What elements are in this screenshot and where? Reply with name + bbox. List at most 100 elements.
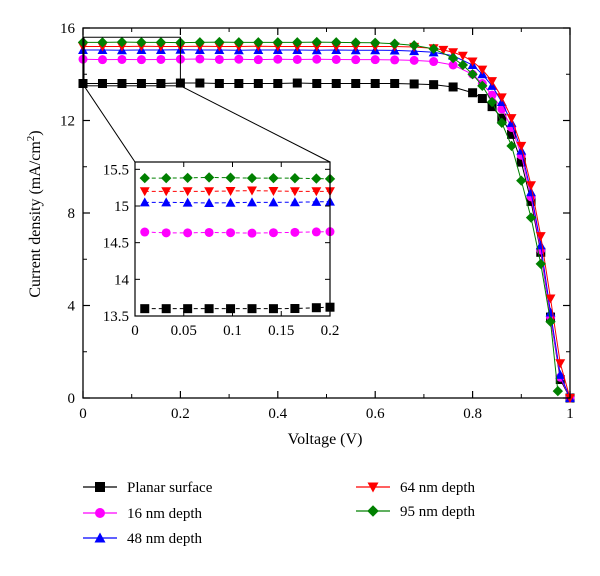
legend-entry-1: Planar surface [83,480,213,496]
data-point [312,54,322,64]
inset-data-point [225,197,236,207]
inset-data-point [311,227,321,237]
inset-x-tick-label: 0.15 [268,323,294,339]
inset-data-point [268,186,279,196]
data-point [136,55,146,65]
data-point [467,69,478,80]
data-point [477,80,488,91]
data-point [97,79,107,88]
data-point [116,36,128,48]
y-axis-label: Current density (mA/cm2) [25,130,44,297]
x-tick-label: 0 [79,406,87,422]
legend-marker [367,505,379,517]
zoom-connector-right [180,85,331,163]
x-tick-label: 0.2 [171,406,190,422]
data-point [516,157,526,167]
data-point [516,175,527,186]
data-point [525,212,537,223]
data-point [448,60,458,70]
inset-data-point [289,187,300,197]
inset-data-point [204,198,215,208]
zoom-connector-left [83,85,136,163]
inset-data-point [161,172,172,184]
x-tick-label: 0.6 [366,406,385,422]
data-point [506,114,517,124]
x-tick-label: 0.4 [268,406,287,422]
data-point [214,36,225,48]
inset-x-tick-label: 0.2 [321,323,340,339]
data-point [390,55,400,65]
data-point [535,240,546,250]
legend: Planar surface 16 nm depth 48 nm depth 64 n… [83,480,475,547]
inset-data-point [139,172,150,184]
legend-label: 64 nm depth [400,480,475,496]
inset-data-point [247,228,257,238]
data-point [234,54,244,64]
inset-data-point [183,228,193,238]
inset-data-point [225,172,236,183]
data-point [331,54,341,64]
data-point [535,258,546,270]
data-point [331,79,341,88]
data-point [457,59,469,71]
y-tick-label: 16 [60,21,76,37]
inset-background [135,162,330,316]
data-point [292,54,302,64]
inset-y-tick-label: 14.5 [103,236,129,252]
inset-data-point [247,186,257,196]
data-point [350,37,361,48]
inset-data-point [226,228,236,238]
data-point [273,54,283,64]
y-tick-label: 0 [68,391,76,407]
data-point [468,88,478,98]
inset-data-point [311,196,322,206]
inset-data-point [204,187,215,197]
data-point [408,40,420,51]
data-point [117,79,127,88]
data-point [253,79,263,88]
inset-data-point [182,187,193,197]
inset-data-point [268,228,278,238]
data-point [506,140,517,152]
inset-data-point [268,197,279,207]
data-point [253,37,264,48]
inset-data-point [161,197,172,207]
zoom-region-box [83,36,181,87]
inset-data-point [139,187,150,197]
data-point [253,55,263,65]
data-point [117,54,127,64]
x-axis-label: Voltage (V) [288,431,363,448]
data-point [526,187,536,197]
data-point [370,37,381,48]
data-point [214,54,224,64]
data-point [389,38,400,49]
data-point [496,117,507,128]
data-point [535,232,546,242]
data-point [136,37,147,48]
inset-data-point [161,228,171,238]
inset-data-point [140,304,150,314]
legend-label: 95 nm depth [400,504,475,520]
data-point [370,79,380,88]
data-point [195,78,205,88]
inset-data-point [247,197,257,207]
data-point [545,294,556,304]
inset-x-tick-label: 0 [131,323,139,339]
data-point [331,37,342,48]
data-point [457,51,468,61]
legend-entry-3: 48 nm depth [83,531,202,547]
y-axis-label-superscript: 2 [25,136,37,142]
inset-series-4 [139,186,335,197]
data-point [195,54,205,64]
inset-y-tick-label: 15.5 [103,162,129,178]
data-point [370,55,380,65]
inset-data-point [311,187,322,197]
inset-data-point [139,197,150,207]
inset-data-point [161,304,171,314]
data-point [477,65,488,75]
inset-data-point [225,186,236,196]
data-point [292,78,302,88]
legend-label: 16 nm depth [127,506,202,522]
data-point [496,93,507,103]
inset-data-point [247,304,257,314]
